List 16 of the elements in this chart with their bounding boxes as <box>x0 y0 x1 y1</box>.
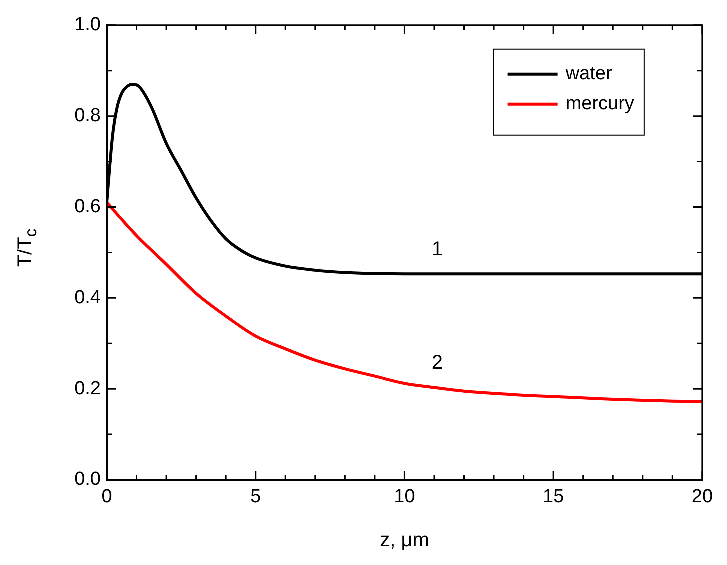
annotation: 1 <box>432 238 444 261</box>
y-tick-label: 0.8 <box>74 106 101 127</box>
y-tick-label: 1.0 <box>74 14 101 36</box>
x-tick-label: 15 <box>543 486 564 508</box>
y-tick-label: 0.2 <box>74 378 101 400</box>
x-tick-label: 10 <box>394 486 416 508</box>
y-tick-label: 0.6 <box>74 196 101 218</box>
y-tick-label: 0.0 <box>74 469 101 490</box>
y-tick-label: 0.4 <box>74 287 102 308</box>
legend-label: mercury <box>566 94 635 115</box>
legend-label: water <box>564 64 613 85</box>
x-tick-label: 20 <box>692 486 714 508</box>
annotation: 2 <box>432 352 444 374</box>
x-axis-title: z, μm <box>380 530 430 552</box>
x-tick-label: 0 <box>102 486 112 508</box>
x-tick-label: 5 <box>250 486 262 508</box>
